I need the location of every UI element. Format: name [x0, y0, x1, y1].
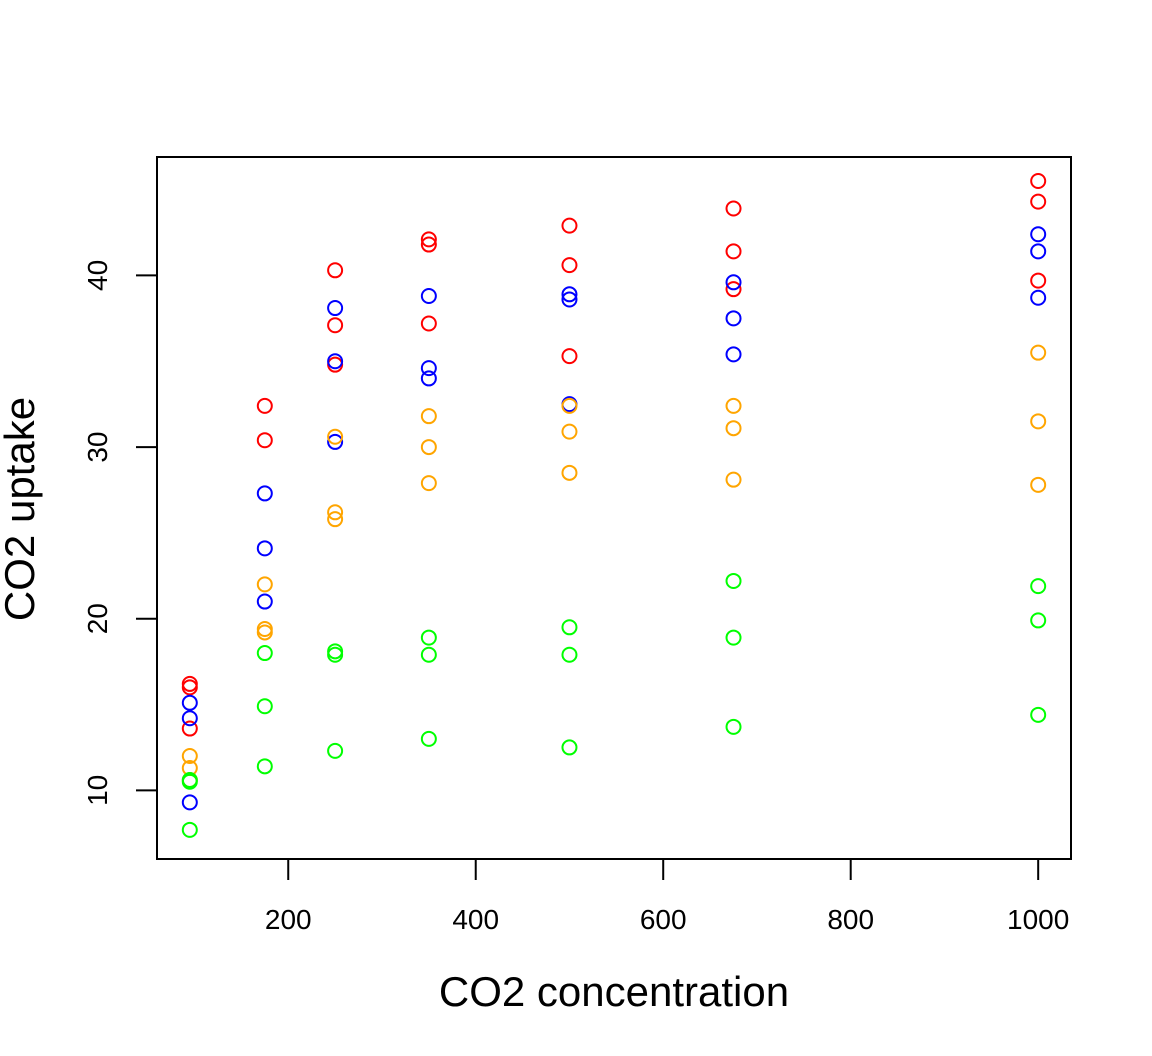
data-point — [327, 433, 344, 450]
data-point — [725, 310, 742, 327]
data-point — [561, 217, 578, 234]
data-point — [327, 646, 344, 663]
x-axis-title: CO2 concentration — [439, 968, 789, 1015]
data-point — [181, 794, 198, 811]
data-point — [725, 281, 742, 298]
data-point — [181, 675, 198, 692]
x-tick-label: 200 — [265, 904, 312, 935]
data-point — [725, 346, 742, 363]
data-point — [1030, 193, 1047, 210]
data-point — [725, 420, 742, 437]
data-point — [181, 679, 198, 696]
data-point — [256, 432, 273, 449]
data-point — [256, 576, 273, 593]
series-3 — [181, 344, 1047, 789]
data-point — [256, 485, 273, 502]
data-point — [1030, 272, 1047, 289]
data-point — [256, 624, 273, 641]
data-point — [561, 619, 578, 636]
data-point — [561, 348, 578, 365]
data-point — [181, 821, 198, 838]
y-tick-label: 30 — [82, 431, 113, 462]
y-tick-label: 10 — [82, 775, 113, 806]
data-point — [725, 243, 742, 260]
series-1 — [181, 173, 1047, 737]
data-point — [181, 748, 198, 765]
data-point — [256, 540, 273, 557]
data-point — [561, 397, 578, 414]
plot-frame — [156, 156, 1072, 860]
data-point — [327, 504, 344, 521]
data-point — [420, 408, 437, 425]
x-tick-label: 400 — [452, 904, 499, 935]
data-point — [561, 423, 578, 440]
data-point — [420, 730, 437, 747]
data-point — [561, 646, 578, 663]
data-point — [561, 291, 578, 308]
data-point — [725, 397, 742, 414]
data-point — [725, 629, 742, 646]
data-point — [256, 645, 273, 662]
data-point — [561, 739, 578, 756]
data-point — [181, 694, 198, 711]
data-point — [327, 428, 344, 445]
data-point — [181, 710, 198, 727]
x-tick-label: 1000 — [1007, 904, 1069, 935]
data-point — [420, 370, 437, 387]
data-point — [256, 758, 273, 775]
data-point — [1030, 612, 1047, 629]
data-point — [181, 773, 198, 790]
data-point — [256, 593, 273, 610]
data-point — [1030, 413, 1047, 430]
data-point — [327, 353, 344, 370]
data-point — [1030, 706, 1047, 723]
series-2 — [181, 226, 1047, 811]
y-tick-label: 20 — [82, 603, 113, 634]
data-point — [420, 475, 437, 492]
data-point — [420, 315, 437, 332]
data-point — [327, 262, 344, 279]
data-point — [561, 286, 578, 303]
series-4 — [181, 572, 1047, 838]
data-point — [420, 231, 437, 248]
data-point — [1030, 476, 1047, 493]
data-point — [1030, 289, 1047, 306]
data-point — [725, 471, 742, 488]
y-axis-title: CO2 uptake — [0, 397, 43, 621]
x-tick-label: 600 — [640, 904, 687, 935]
data-point — [420, 439, 437, 456]
data-point — [1030, 243, 1047, 260]
data-point — [420, 288, 437, 305]
data-point — [327, 742, 344, 759]
data-point — [1030, 344, 1047, 361]
data-point — [327, 511, 344, 528]
data-point — [561, 464, 578, 481]
data-point — [256, 397, 273, 414]
data-point — [327, 317, 344, 334]
data-point — [256, 698, 273, 715]
data-point — [327, 643, 344, 660]
data-point — [1030, 578, 1047, 595]
data-point — [725, 200, 742, 217]
data-point — [725, 274, 742, 291]
data-point — [327, 300, 344, 317]
data-point — [420, 236, 437, 253]
data-point — [327, 356, 344, 373]
data-point — [256, 621, 273, 638]
data-point — [725, 572, 742, 589]
data-point — [1030, 226, 1047, 243]
data-point — [561, 257, 578, 274]
data-point — [420, 360, 437, 377]
data-point — [420, 646, 437, 663]
data-point — [181, 720, 198, 737]
y-tick-label: 40 — [82, 260, 113, 291]
data-point — [1030, 173, 1047, 190]
x-tick-label: 800 — [827, 904, 874, 935]
data-point — [725, 718, 742, 735]
data-point — [420, 629, 437, 646]
